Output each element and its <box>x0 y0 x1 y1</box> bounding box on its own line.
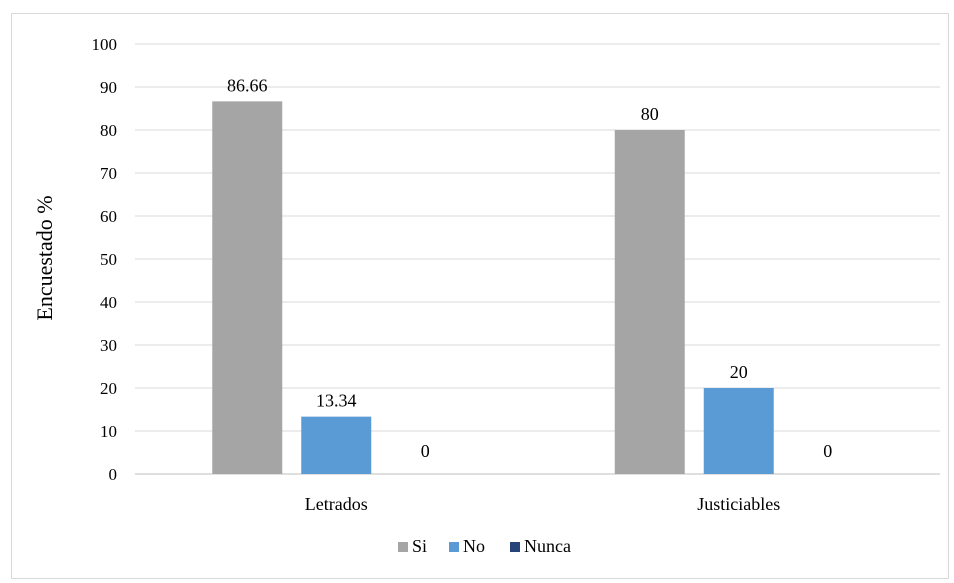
y-tick-label: 10 <box>100 422 117 441</box>
legend-label-no: No <box>463 536 485 556</box>
y-tick-label: 70 <box>100 164 117 183</box>
data-label: 0 <box>421 441 430 461</box>
bar-si-letrados <box>212 101 283 474</box>
y-tick-label: 90 <box>100 78 117 97</box>
y-axis-tick-labels: 0 10 20 30 40 50 60 70 80 90 100 <box>92 35 118 484</box>
y-tick-label: 40 <box>100 293 117 312</box>
data-label: 0 <box>823 441 832 461</box>
x-tick-label: Justiciables <box>697 494 780 514</box>
x-axis-tick-labels: Letrados Justiciables <box>305 494 780 514</box>
y-tick-label: 100 <box>92 35 118 54</box>
bar-si-justiciables <box>614 130 685 474</box>
legend-swatch-no <box>449 542 459 552</box>
data-label: 20 <box>730 362 748 382</box>
legend: Si No Nunca <box>398 536 571 556</box>
y-tick-label: 20 <box>100 379 117 398</box>
y-tick-label: 80 <box>100 121 117 140</box>
bars <box>212 101 774 474</box>
data-label: 80 <box>641 104 659 124</box>
y-axis-title: Encuestado % <box>32 195 57 320</box>
data-label: 13.34 <box>316 391 357 411</box>
bar-no-justiciables <box>703 388 774 474</box>
legend-swatch-nunca <box>510 542 520 552</box>
legend-label-si: Si <box>412 536 427 556</box>
y-tick-label: 0 <box>109 465 118 484</box>
bar-no-letrados <box>301 416 372 474</box>
legend-label-nunca: Nunca <box>524 536 571 556</box>
chart-frame <box>11 13 949 579</box>
y-tick-label: 50 <box>100 250 117 269</box>
legend-swatch-si <box>398 542 408 552</box>
y-tick-label: 30 <box>100 336 117 355</box>
y-tick-label: 60 <box>100 207 117 226</box>
data-labels: 86.66 13.34 0 80 20 0 <box>227 75 832 461</box>
x-tick-label: Letrados <box>305 494 368 514</box>
data-label: 86.66 <box>227 75 268 95</box>
